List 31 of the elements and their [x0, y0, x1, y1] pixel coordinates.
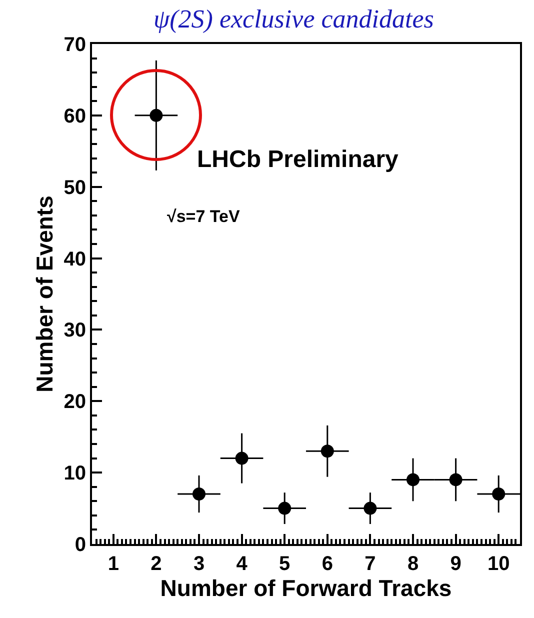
point	[278, 502, 292, 515]
y-tick-label: 70	[64, 34, 86, 56]
y-tick-label: 40	[64, 248, 86, 270]
x-axis-title: Number of Forward Tracks	[160, 575, 452, 602]
x-tick-label: 9	[450, 553, 462, 575]
chart-title: ψ(2S) exclusive candidates	[154, 4, 434, 34]
y-tick-label: 30	[64, 320, 86, 342]
x-tick-label: 7	[364, 553, 376, 575]
x-tick-label: 3	[193, 553, 205, 575]
point	[192, 488, 206, 500]
point	[320, 444, 334, 458]
point	[235, 452, 248, 465]
x-tick-label: 2	[150, 553, 162, 575]
y-tick-label: 50	[64, 176, 86, 199]
x-tick-label: 1	[108, 553, 119, 575]
y-tick-label: 10	[64, 462, 86, 485]
point	[449, 473, 462, 486]
x-tick-label: 10	[487, 553, 510, 575]
point	[406, 473, 420, 486]
point	[492, 488, 506, 500]
annotation: LHCb Preliminary	[197, 146, 400, 173]
x-tick-label: 8	[407, 553, 419, 575]
x-tick-label: 6	[322, 553, 333, 575]
point	[364, 502, 377, 515]
y-axis-title: Number of Events	[32, 196, 58, 392]
y-tick-label: 20	[64, 391, 86, 414]
annotation: √s=7 TeV	[167, 207, 240, 226]
y-tick-label: 60	[64, 105, 86, 128]
x-tick-label: 5	[279, 553, 290, 575]
x-tick-label: 4	[236, 553, 248, 575]
y-tick-label: 0	[74, 534, 86, 556]
